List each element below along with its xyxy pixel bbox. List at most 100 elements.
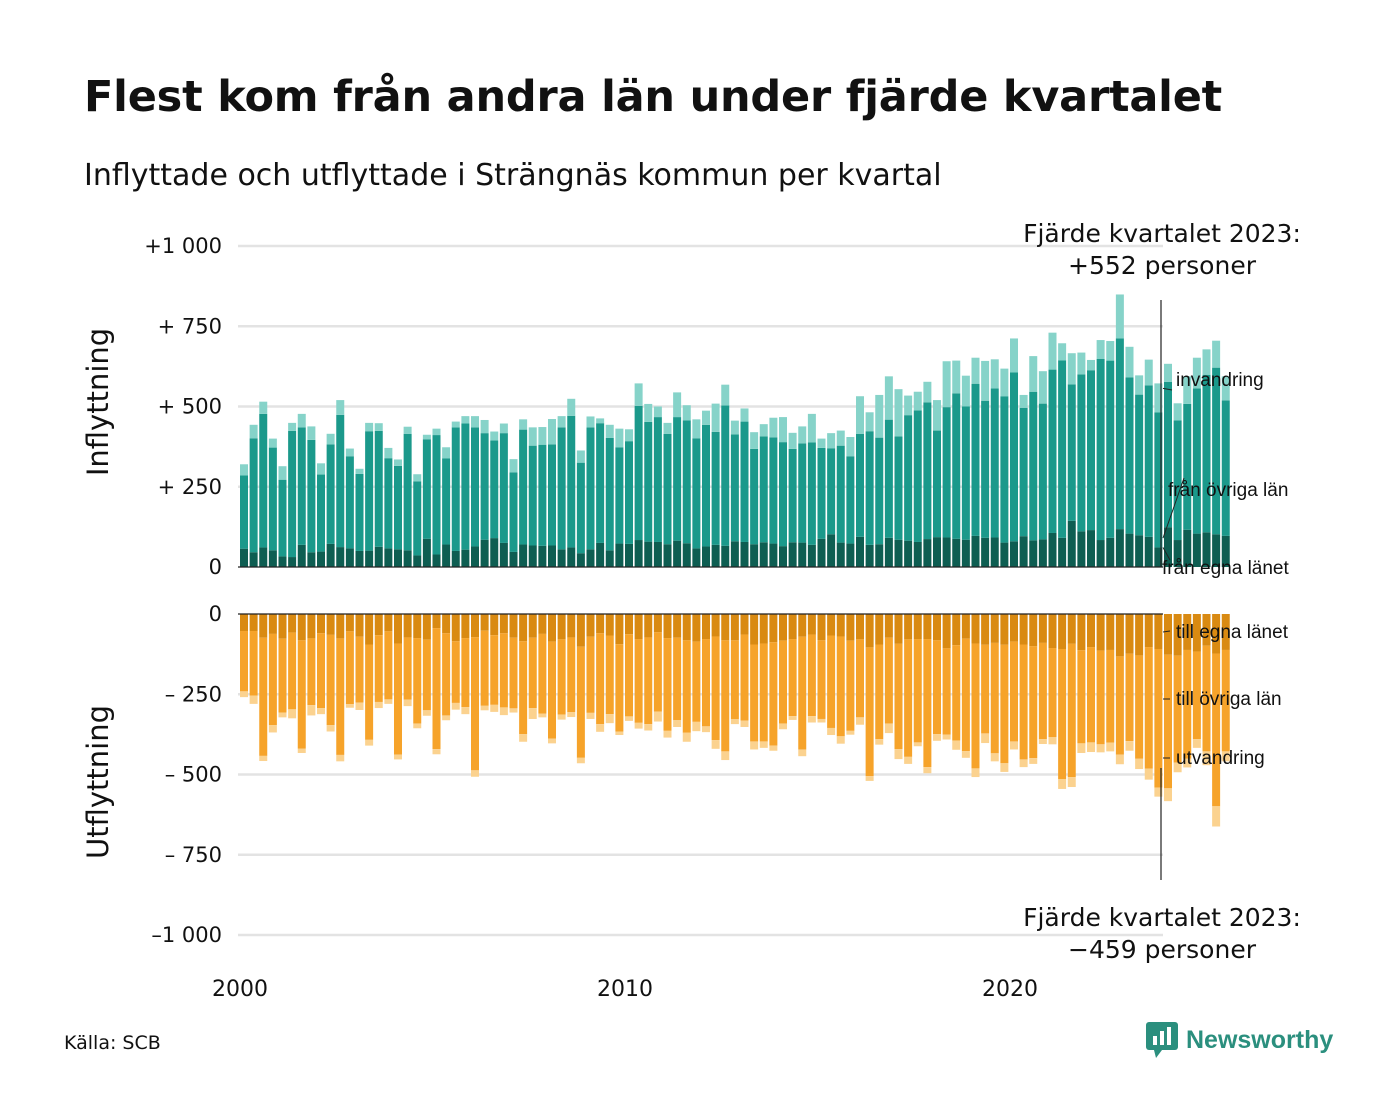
bar-inflyttning-egna bbox=[913, 541, 922, 567]
bar-inflyttning-invandring bbox=[692, 419, 701, 439]
bar-utflyttning-egna bbox=[952, 614, 961, 646]
bar-utflyttning-ovriga bbox=[1135, 655, 1144, 759]
y-tick-label: 0 bbox=[209, 555, 222, 579]
bar-inflyttning-egna bbox=[471, 546, 479, 567]
bar-utflyttning-egna bbox=[278, 614, 287, 639]
bar-utflyttning-egna bbox=[971, 614, 980, 644]
bar-inflyttning-egna bbox=[374, 546, 383, 567]
chart-labels: +1 000 + 750 + 500 + 250 0 0 – 250 – 500 – 750 –1… bbox=[81, 219, 1301, 1002]
bar-inflyttning-invandring bbox=[499, 423, 508, 434]
bar-inflyttning-ovriga bbox=[913, 410, 922, 542]
bar-inflyttning-ovriga bbox=[730, 434, 739, 542]
bar-utflyttning-utvandring bbox=[923, 767, 932, 774]
bar-inflyttning-ovriga bbox=[557, 427, 566, 550]
bar-utflyttning-utvandring bbox=[538, 713, 547, 718]
bar-utflyttning-ovriga bbox=[759, 643, 768, 742]
bar-inflyttning-ovriga bbox=[961, 406, 970, 540]
series-label: utvandring bbox=[1176, 748, 1265, 769]
bar-inflyttning-invandring bbox=[365, 422, 374, 432]
bar-inflyttning-egna bbox=[297, 544, 306, 567]
bar-inflyttning-egna bbox=[663, 544, 672, 567]
bar-inflyttning-ovriga bbox=[1058, 360, 1067, 538]
bar-utflyttning-ovriga bbox=[884, 637, 893, 724]
bar-inflyttning-invandring bbox=[1164, 363, 1172, 382]
bar-inflyttning-egna bbox=[307, 552, 316, 567]
bar-utflyttning-utvandring bbox=[817, 718, 826, 723]
bar-inflyttning-ovriga bbox=[576, 462, 585, 554]
bar-utflyttning-utvandring bbox=[865, 776, 874, 781]
bar-utflyttning-ovriga bbox=[702, 639, 710, 727]
inflyttning-bars bbox=[240, 294, 1230, 567]
bar-utflyttning-utvandring bbox=[1067, 777, 1076, 788]
bar-inflyttning-egna bbox=[567, 547, 576, 567]
bar-utflyttning-ovriga bbox=[403, 637, 412, 700]
bar-utflyttning-ovriga bbox=[1164, 654, 1172, 789]
bar-inflyttning-invandring bbox=[374, 423, 383, 431]
bar-utflyttning-utvandring bbox=[663, 730, 672, 738]
bar-inflyttning-ovriga bbox=[625, 441, 633, 544]
bar-utflyttning-egna bbox=[1038, 614, 1047, 643]
bar-inflyttning-invandring bbox=[519, 419, 528, 430]
bar-utflyttning-ovriga bbox=[1058, 648, 1067, 779]
bar-utflyttning-ovriga bbox=[1125, 653, 1134, 742]
bar-inflyttning-egna bbox=[422, 538, 431, 567]
bar-inflyttning-egna bbox=[345, 548, 354, 567]
bar-utflyttning-utvandring bbox=[1173, 762, 1182, 773]
bar-inflyttning-invandring bbox=[750, 432, 759, 449]
bar-inflyttning-ovriga bbox=[297, 427, 306, 545]
bar-inflyttning-ovriga bbox=[471, 427, 479, 547]
bar-utflyttning-ovriga bbox=[653, 632, 662, 712]
bar-inflyttning-invandring bbox=[509, 459, 518, 473]
bar-inflyttning-ovriga bbox=[1154, 412, 1163, 548]
bar-utflyttning-utvandring bbox=[981, 733, 990, 744]
bar-utflyttning-utvandring bbox=[702, 726, 710, 733]
bar-inflyttning-ovriga bbox=[644, 421, 653, 542]
bar-utflyttning-utvandring bbox=[692, 721, 701, 732]
bar-inflyttning-ovriga bbox=[1000, 396, 1009, 543]
bar-inflyttning-ovriga bbox=[240, 475, 248, 549]
bar-utflyttning-utvandring bbox=[759, 741, 768, 748]
bar-inflyttning-ovriga bbox=[788, 448, 797, 543]
bar-utflyttning-egna bbox=[557, 614, 566, 640]
bar-inflyttning-invandring bbox=[259, 401, 268, 414]
bar-utflyttning-utvandring bbox=[1000, 763, 1009, 772]
bar-inflyttning-egna bbox=[817, 538, 826, 567]
bar-inflyttning-invandring bbox=[634, 383, 643, 406]
bar-inflyttning-ovriga bbox=[653, 417, 662, 542]
bar-inflyttning-egna bbox=[538, 545, 547, 567]
leader-line bbox=[1162, 477, 1185, 539]
bar-utflyttning-ovriga bbox=[644, 637, 653, 725]
bar-utflyttning-ovriga bbox=[625, 634, 633, 717]
bar-utflyttning-ovriga bbox=[730, 640, 739, 720]
bar-utflyttning-ovriga bbox=[663, 638, 672, 731]
bar-inflyttning-egna bbox=[1115, 529, 1124, 567]
bar-utflyttning-ovriga bbox=[557, 639, 566, 715]
bar-inflyttning-invandring bbox=[952, 360, 961, 394]
y-tick-label: + 750 bbox=[158, 314, 222, 338]
bar-inflyttning-egna bbox=[884, 537, 893, 567]
bar-inflyttning-invandring bbox=[865, 412, 874, 432]
bar-utflyttning-ovriga bbox=[721, 640, 730, 752]
bar-utflyttning-utvandring bbox=[1144, 768, 1153, 780]
bar-inflyttning-invandring bbox=[625, 429, 633, 442]
bar-inflyttning-invandring bbox=[307, 426, 316, 440]
bar-inflyttning-egna bbox=[730, 541, 739, 567]
bar-utflyttning-egna bbox=[1192, 614, 1201, 652]
bar-utflyttning-ovriga bbox=[567, 637, 576, 713]
bar-utflyttning-egna bbox=[259, 614, 268, 638]
bar-inflyttning-ovriga bbox=[1135, 394, 1144, 536]
bar-utflyttning-egna bbox=[432, 614, 441, 629]
bar-utflyttning-ovriga bbox=[817, 640, 826, 719]
bar-inflyttning-invandring bbox=[576, 450, 585, 463]
chart-title: Flest kom från andra län under fjärde kv… bbox=[84, 72, 1223, 122]
bar-inflyttning-egna bbox=[461, 549, 470, 567]
bar-utflyttning-utvandring bbox=[1019, 759, 1028, 768]
bar-utflyttning-egna bbox=[528, 614, 537, 638]
bar-utflyttning-egna bbox=[1087, 614, 1095, 648]
bar-utflyttning-ovriga bbox=[904, 639, 913, 757]
bar-inflyttning-ovriga bbox=[259, 413, 268, 548]
bar-utflyttning-ovriga bbox=[278, 638, 287, 713]
bar-utflyttning-egna bbox=[759, 614, 768, 644]
leader-line bbox=[1162, 547, 1171, 561]
bar-utflyttning-ovriga bbox=[788, 639, 797, 717]
